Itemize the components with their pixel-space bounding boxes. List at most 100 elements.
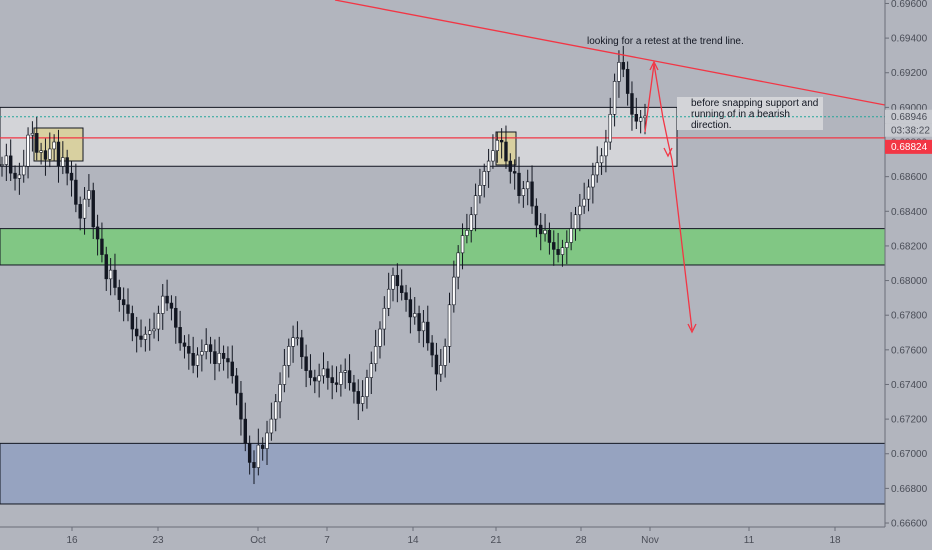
candle — [260, 444, 265, 449]
candle — [204, 344, 208, 352]
candle — [274, 401, 278, 420]
annotation-retest: looking for a retest at the trend line. — [587, 36, 744, 47]
candle — [517, 172, 521, 197]
candle — [108, 269, 113, 280]
candle — [152, 328, 156, 332]
candle — [30, 133, 35, 136]
candle — [473, 195, 478, 216]
candle — [313, 377, 317, 382]
x-tick-label: Oct — [250, 535, 266, 546]
candle — [373, 346, 378, 364]
candle — [0, 164, 4, 166]
candle — [239, 392, 243, 420]
y-tick-label: 0.68400 — [891, 207, 928, 218]
y-tick-label: 0.69400 — [891, 34, 928, 45]
candle — [591, 174, 595, 188]
x-tick-label: 7 — [324, 535, 330, 546]
candle — [582, 198, 586, 207]
candle — [95, 226, 100, 240]
candle — [43, 150, 48, 160]
x-tick-label: 14 — [407, 535, 419, 546]
candle — [413, 313, 417, 318]
candle — [178, 327, 182, 344]
x-tick-label: Nov — [641, 535, 659, 546]
candle — [421, 321, 426, 332]
x-tick-label: 18 — [829, 535, 841, 546]
y-tick-label: 0.67200 — [891, 415, 928, 426]
annotation-bearish-line: before snapping support and — [691, 98, 818, 109]
candle — [565, 242, 569, 248]
y-tick-label: 0.69200 — [891, 68, 928, 79]
candle — [643, 115, 647, 119]
current-price-tag — [885, 109, 932, 124]
candle — [295, 337, 300, 340]
x-axis-area — [0, 527, 885, 550]
candle — [143, 333, 148, 340]
candle — [408, 299, 413, 318]
candle — [430, 342, 434, 356]
candle — [265, 432, 269, 449]
candle — [334, 382, 339, 385]
candle — [226, 358, 230, 363]
candle — [230, 361, 234, 377]
y-tick-label: 0.67400 — [891, 380, 928, 391]
candle — [291, 337, 295, 347]
candle — [78, 204, 82, 219]
candle — [482, 171, 486, 186]
candle — [52, 141, 56, 150]
candle — [91, 190, 95, 228]
y-tick-label: 0.67800 — [891, 311, 928, 322]
candle — [17, 174, 22, 179]
candle — [126, 304, 130, 314]
candle — [439, 365, 443, 375]
arrow-mid-head — [663, 147, 673, 158]
candle — [521, 188, 526, 197]
support-zone — [0, 228, 886, 266]
candle — [161, 295, 165, 314]
candle — [56, 141, 61, 167]
candle — [217, 352, 221, 364]
candle — [87, 190, 91, 200]
candle — [8, 155, 13, 174]
candle — [486, 160, 491, 172]
candle — [287, 346, 291, 366]
candle — [282, 365, 287, 385]
candle — [247, 443, 252, 463]
candle — [621, 62, 625, 70]
candle — [539, 224, 543, 235]
arrow-up-head — [649, 60, 659, 71]
arrow-down-head — [687, 323, 697, 334]
candle — [356, 391, 360, 404]
candle — [478, 185, 482, 197]
candle — [221, 352, 226, 359]
candle — [330, 377, 334, 384]
y-tick-label: 0.68200 — [891, 241, 928, 252]
countdown-tag — [885, 123, 932, 137]
x-tick-label: 16 — [66, 535, 78, 546]
candle — [148, 330, 152, 335]
candle — [491, 150, 495, 162]
y-tick-label: 0.66800 — [891, 484, 928, 495]
candle — [552, 242, 556, 250]
candle — [269, 418, 274, 434]
x-tick-label: 21 — [490, 535, 502, 546]
candle — [39, 150, 43, 153]
candle — [634, 114, 639, 122]
candle — [630, 93, 634, 115]
candle — [625, 68, 630, 94]
y-tick-label: 0.68600 — [891, 172, 928, 183]
candle — [360, 396, 365, 404]
candle — [234, 375, 239, 394]
candle — [612, 81, 617, 115]
y-axis-area — [885, 0, 932, 550]
candle — [386, 288, 391, 309]
candle — [569, 228, 573, 243]
candle — [556, 249, 560, 255]
candle — [339, 372, 343, 385]
x-tick-label: 28 — [575, 535, 587, 546]
y-tick-label: 0.67000 — [891, 449, 928, 460]
candle — [638, 117, 643, 122]
candle — [347, 370, 352, 384]
resistance-zone — [0, 106, 678, 167]
